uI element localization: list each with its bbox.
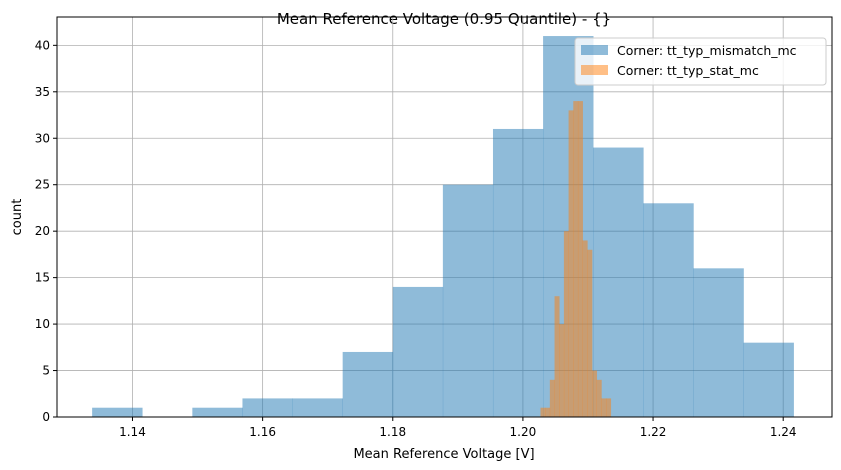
histogram-bar-1: [540, 407, 546, 417]
histogram-bar-0: [342, 351, 394, 417]
x-tick-label: 1.14: [119, 425, 146, 439]
histogram-bar-0: [442, 184, 494, 417]
legend: Corner: tt_typ_mismatch_mc Corner: tt_typ…: [574, 37, 827, 86]
histogram-bar-0: [643, 203, 694, 417]
legend-swatch: [581, 65, 608, 75]
x-axis-label: Mean Reference Voltage [V]: [353, 447, 534, 462]
y-tick-label: 0: [42, 410, 50, 424]
x-tick-label: 1.18: [379, 425, 406, 439]
legend-box: [574, 37, 827, 86]
histogram-bar-1: [606, 398, 612, 417]
legend-label: Corner: tt_typ_mismatch_mc: [617, 43, 797, 58]
x-tick-label: 1.20: [510, 425, 537, 439]
y-tick-label: 25: [35, 178, 50, 192]
histogram-bar-1: [545, 407, 551, 417]
histogram-bar-0: [693, 268, 744, 417]
histogram-bar-1: [587, 249, 593, 417]
y-tick-label: 5: [42, 364, 50, 378]
plot-frame: [56, 16, 833, 418]
histogram-bar-1: [559, 324, 565, 417]
histogram-bar-0: [593, 147, 644, 417]
x-tick-label: 1.22: [640, 425, 667, 439]
histogram-bar-0: [92, 407, 143, 417]
histogram-bar-1: [549, 379, 555, 417]
y-tick-label: 30: [35, 131, 50, 145]
x-tick-label: 1.16: [249, 425, 276, 439]
histogram-bar-0: [192, 407, 243, 417]
histogram-bar-1: [563, 231, 569, 417]
histogram-bar-1: [554, 296, 560, 417]
legend-swatch: [581, 45, 608, 55]
x-tick-label: 1.24: [770, 425, 797, 439]
histogram-bar-1: [592, 370, 598, 417]
histogram-bar-1: [582, 240, 588, 417]
histogram-bar-1: [577, 101, 583, 418]
histogram-bar-0: [242, 398, 293, 417]
legend-label: Corner: tt_typ_stat_mc: [617, 63, 759, 78]
y-tick-label: 10: [35, 317, 50, 331]
y-tick-label: 15: [35, 271, 50, 285]
y-tick-label: 40: [35, 38, 50, 52]
histogram-bar-1: [596, 379, 602, 417]
histogram-bar-1: [573, 101, 579, 418]
y-axis-label: count: [10, 199, 25, 236]
histogram-bar-0: [292, 398, 343, 417]
histogram-bar-1: [601, 398, 607, 417]
histogram-bar-1: [568, 110, 574, 417]
histogram-bar-0: [743, 342, 794, 417]
chart-title: Mean Reference Voltage (0.95 Quantile) -…: [277, 10, 611, 28]
histogram-bar-0: [492, 128, 544, 417]
y-tick-label: 35: [35, 85, 50, 99]
histogram-bar-0: [392, 286, 444, 417]
y-tick-label: 20: [35, 224, 50, 238]
